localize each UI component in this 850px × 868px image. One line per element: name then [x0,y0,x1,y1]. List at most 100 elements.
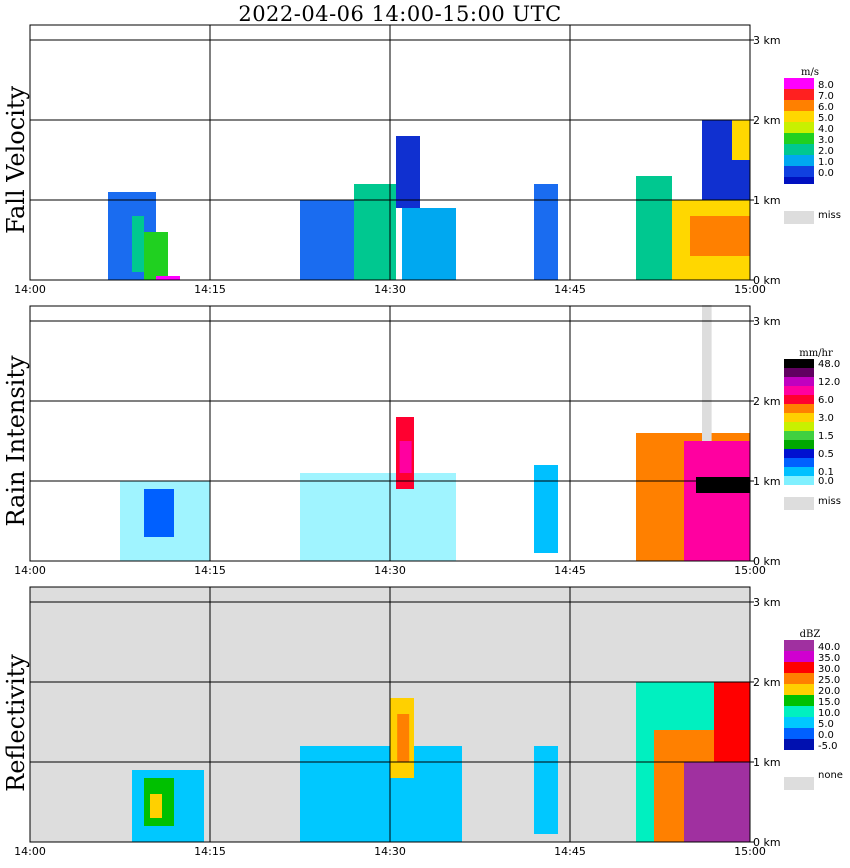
x-tick-label: 14:45 [554,564,586,577]
legend-swatch [784,431,814,440]
legend-label: 0.1 [818,467,834,478]
legend-unit-rain-intensity: mm/hr [799,348,833,359]
y-tick-label: 1 km [753,194,781,207]
legend-label: 12.0 [818,377,840,388]
x-tick-label: 15:00 [734,283,766,296]
legend-swatch [784,155,814,166]
data-cell [399,441,412,473]
legend-label: 25.0 [818,675,840,686]
legend-label: 1.0 [818,157,834,168]
x-tick-label: 14:00 [14,845,46,858]
legend-label: 5.0 [818,719,834,730]
legend-missing-label-rain-intensity: miss [818,496,841,507]
legend-swatch [784,404,814,413]
data-cell [402,208,456,280]
legend-swatch [784,177,814,184]
data-cell [300,200,360,280]
data-cell [156,276,180,280]
legend-missing-swatch [784,777,814,790]
legend-swatch [784,386,814,395]
data-cell [534,465,558,553]
legend-swatch [784,100,814,111]
x-tick-label: 14:30 [374,845,406,858]
legend-swatch [784,458,814,467]
legend-label: 3.0 [818,413,834,424]
legend-swatch [784,368,814,377]
legend-label: 15.0 [818,697,840,708]
legend-swatch [784,122,814,133]
data-cell [534,746,558,834]
legend-swatch [784,133,814,144]
legend-swatch [784,413,814,422]
data-cell [300,746,462,842]
legend-swatch [784,395,814,404]
y-tick-label: 2 km [753,395,781,408]
x-tick-label: 14:15 [194,283,226,296]
legend-label: 0.5 [818,449,834,460]
legend-label: 6.0 [818,102,834,113]
panel-fall-velocity: Fall Velocity m/s miss 14:00 14:15 14:30 14… [2,24,841,296]
legend-label: 30.0 [818,664,840,675]
legend-unit-fall-velocity: m/s [801,67,819,78]
y-tick-label: 1 km [753,475,781,488]
data-cell [684,762,750,842]
y-tick-label: 3 km [753,315,781,328]
legend-label: 5.0 [818,113,834,124]
legend-swatch [784,440,814,449]
data-cell [714,682,750,762]
x-tick-label: 14:00 [14,564,46,577]
legend-swatch [784,662,814,673]
legend-swatch [784,78,814,89]
legend-swatch [784,651,814,662]
legend-label: 6.0 [818,395,834,406]
legend-label: 10.0 [818,708,840,719]
y-tick-label: 0 km [753,274,781,287]
x-tick-label: 14:15 [194,845,226,858]
legend-swatch [784,706,814,717]
x-tick-label: 14:30 [374,283,406,296]
plot-frame [29,24,751,281]
legend-label: 40.0 [818,642,840,653]
legend-label: 0.0 [818,476,834,487]
legend-swatch [784,359,814,368]
ylabel-reflectivity: Reflectivity [2,654,30,792]
data-cell [696,477,750,493]
legend-swatch [784,422,814,431]
ylabel-rain-intensity: Rain Intensity [2,355,30,527]
legend-label: 35.0 [818,653,840,664]
x-tick-label: 15:00 [734,564,766,577]
data-cell [397,714,410,762]
y-tick-label: 2 km [753,114,781,127]
panel-rain-intensity: Rain Intensity mm/hr miss 14:00 14:15 14:3… [2,305,841,577]
legend-swatch [784,695,814,706]
legend-swatch [784,111,814,122]
plot-frame [29,305,751,562]
y-tick-label: 3 km [753,34,781,47]
legend-swatch [784,449,814,458]
legend-swatch [784,673,814,684]
data-cell [300,473,456,561]
legend-label: 7.0 [818,91,834,102]
ylabel-fall-velocity: Fall Velocity [2,86,30,235]
x-tick-label: 15:00 [734,845,766,858]
legend-label: 0.0 [818,168,834,179]
legend-missing-label-reflectivity: none [818,770,843,781]
legend-label: 1.5 [818,431,834,442]
y-tick-label: 2 km [753,676,781,689]
data-cell [396,136,420,208]
data-cell [144,232,168,280]
legend-label: 2.0 [818,146,834,157]
legend-label: 3.0 [818,135,834,146]
legend-label: 4.0 [818,124,834,135]
data-cell [534,184,558,280]
y-tick-label: 0 km [753,836,781,849]
legend-swatch [784,728,814,739]
y-tick-label: 1 km [753,756,781,769]
data-cell [636,176,672,280]
data-cell [690,216,750,256]
legend-missing-swatch [784,211,814,224]
y-tick-label: 0 km [753,555,781,568]
panel-reflectivity: Reflectivity dBZ none 14:00 14:15 14:30 14:… [2,586,843,858]
legend-swatch [784,144,814,155]
